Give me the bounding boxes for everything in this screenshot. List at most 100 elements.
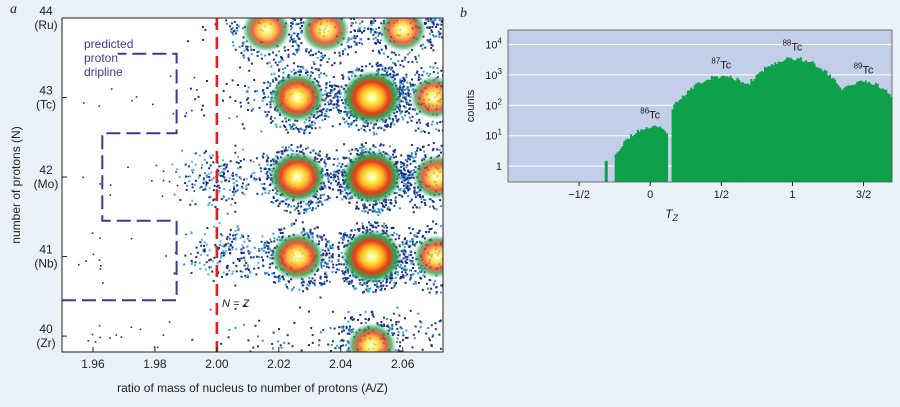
cluster-dot [205, 183, 208, 186]
cluster-core [412, 155, 443, 200]
cluster-dot [344, 352, 346, 354]
cluster-dot [295, 13, 297, 15]
noise-dot [135, 96, 138, 98]
cluster-dot [206, 181, 209, 184]
cluster-dot [447, 116, 449, 118]
noise-dot [191, 261, 194, 264]
cluster-dot [380, 39, 382, 42]
cluster-dot [404, 184, 407, 187]
cluster-dot [309, 6, 311, 8]
cluster-dot [434, 231, 437, 234]
cluster-dot [229, 25, 232, 28]
cluster-dot [360, 127, 363, 130]
noise-dot [102, 282, 104, 284]
cluster-dot [264, 191, 267, 194]
cluster-dot [432, 71, 435, 73]
histogram-bar [695, 83, 698, 182]
cluster-dot [355, 43, 358, 46]
cluster-dot [402, 96, 405, 99]
noise-dot [316, 236, 319, 239]
cluster-dot [189, 203, 192, 206]
cluster-dot [376, 61, 379, 64]
cluster-dot [432, 201, 435, 203]
cluster-dot [402, 257, 405, 260]
noise-dot [385, 71, 388, 74]
noise-dot [205, 261, 208, 264]
noise-dot [205, 180, 208, 183]
cluster-dot [355, 287, 358, 290]
cluster-dot [194, 179, 197, 182]
noise-dot [424, 154, 427, 157]
cluster-dot [440, 225, 443, 228]
cluster-dot [340, 339, 343, 342]
cluster-dot [406, 187, 408, 190]
noise-dot [246, 90, 249, 93]
noise-dot [407, 186, 410, 189]
cluster-dot [350, 316, 352, 319]
cluster-dot [340, 251, 343, 254]
noise-dot [424, 156, 427, 158]
cluster-dot [290, 28, 292, 31]
cluster-dot [374, 203, 377, 206]
cluster-dot [354, 229, 357, 231]
cluster-dot [291, 23, 294, 25]
cluster-dot [291, 38, 293, 41]
cluster-dot [224, 252, 227, 255]
noise-dot [247, 8, 249, 10]
cluster-dot [282, 5, 284, 7]
cluster-dot [309, 202, 312, 205]
cluster-dot [390, 122, 393, 125]
cluster-dot [290, 22, 293, 24]
cluster-dot [298, 22, 301, 25]
cluster-dot [352, 328, 355, 331]
noise-dot [446, 174, 448, 176]
x-axis-label-main: T [665, 207, 674, 221]
noise-dot [412, 206, 415, 209]
cluster-dot [368, 290, 371, 293]
noise-dot [393, 78, 396, 81]
y-tick-exp: 3 [498, 67, 503, 76]
cluster-dot [354, 148, 357, 151]
noise-dot [335, 106, 338, 109]
cluster-dot [283, 149, 286, 152]
histogram-bar [825, 108, 828, 182]
cluster-core [410, 76, 443, 120]
cluster-dot [381, 65, 384, 68]
cluster-dot [309, 230, 312, 233]
noise-dot [239, 270, 242, 273]
noise-dot [192, 376, 194, 378]
cluster-dot [272, 58, 275, 61]
noise-dot [403, 238, 406, 241]
cluster-dot [381, 372, 383, 374]
noise-dot [329, 92, 331, 94]
noise-dot [266, 240, 268, 243]
cluster-dot [260, 53, 263, 56]
cluster-dot [400, 100, 403, 103]
cluster-dot [374, 290, 377, 293]
noise-dot [331, 3, 333, 5]
cluster-dot [336, 344, 339, 347]
noise-dot [245, 98, 248, 101]
noise-dot [338, 232, 341, 235]
noise-dot [413, 203, 416, 206]
cluster-dot [215, 185, 218, 188]
cluster-dot [410, 253, 412, 256]
noise-dot [229, 96, 232, 99]
cluster-dot [339, 61, 342, 64]
cluster-dot [333, 103, 336, 106]
cluster-dot [263, 93, 266, 96]
cluster-dot [323, 72, 326, 75]
noise-dot [203, 114, 206, 117]
cluster-dot [313, 63, 316, 66]
cluster-dot [210, 178, 213, 181]
cluster-dot [406, 336, 409, 339]
cluster-dot [204, 268, 207, 271]
noise-dot [328, 252, 331, 255]
cluster-dot [226, 170, 229, 173]
cluster-dot [444, 209, 446, 211]
noise-dot [404, 237, 407, 240]
noise-dot [351, 279, 354, 282]
cluster-dot [323, 107, 326, 110]
cluster-dot [354, 43, 357, 46]
cluster-dot [399, 350, 402, 352]
